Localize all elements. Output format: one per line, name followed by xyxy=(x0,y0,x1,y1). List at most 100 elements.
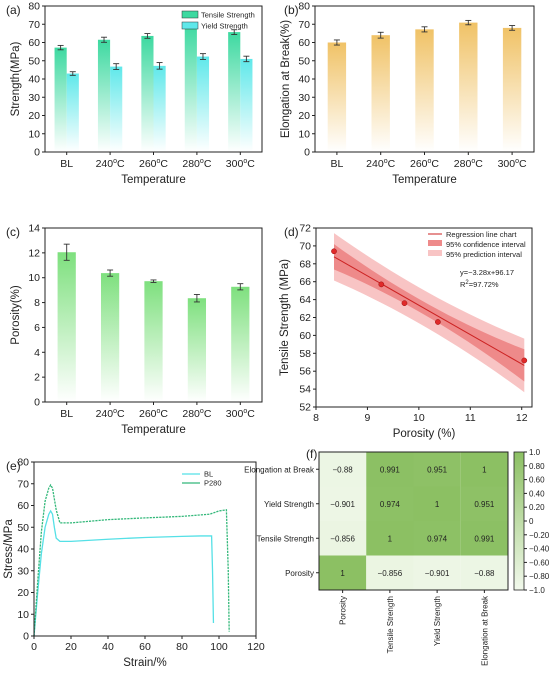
plot-frame xyxy=(33,461,257,637)
x-axis-label: Strain/% xyxy=(123,657,166,669)
y-tick-label: 60 xyxy=(28,37,40,49)
colorbar-tick-label: −0.40 xyxy=(529,545,550,554)
y-tick-label: 8 xyxy=(34,297,40,309)
x-tick-label: 260oC xyxy=(139,158,168,170)
heatmap-cell xyxy=(366,521,414,556)
row-label: Porosity xyxy=(285,569,314,578)
legend-swatch xyxy=(428,250,442,256)
bar xyxy=(100,273,120,402)
col-label: Yield Strength xyxy=(433,596,442,646)
heatmap-cell xyxy=(413,521,461,556)
heatmap-cell xyxy=(413,452,461,487)
x-tick-label: 260oC xyxy=(410,158,439,170)
heatmap-cell xyxy=(319,555,367,590)
panel-1: 0 10 20 30 40 50 60 70 80 BL 240oC 260oC 280oC 300oC T… xyxy=(280,1,535,186)
colorbar-tick-label: 0.60 xyxy=(529,476,545,485)
row-label: Yield Strength xyxy=(264,500,314,509)
y-tick-label: 50 xyxy=(298,55,310,67)
x-tick-label: 40 xyxy=(102,641,114,653)
x-axis-label: Temperature xyxy=(121,424,186,436)
y-tick-label: 40 xyxy=(17,544,29,556)
data-point xyxy=(378,281,385,288)
x-tick-label: BL xyxy=(60,408,73,420)
x-tick-label: 20 xyxy=(65,641,77,653)
col-label: Elongation at Break xyxy=(480,595,489,666)
regression-line xyxy=(333,256,525,366)
cell-value: 1 xyxy=(388,534,393,543)
y-tick-label: 54 xyxy=(299,384,311,396)
y-tick-label: 58 xyxy=(299,348,311,360)
bar xyxy=(97,39,111,153)
cell-value: −0.856 xyxy=(378,569,403,578)
y-tick-label: 80 xyxy=(17,457,29,469)
cell-value: 1 xyxy=(482,465,487,474)
cell-value: −0.856 xyxy=(330,534,355,543)
panel-stress-strain: 0 10 20 30 40 50 60 70 80 0 20 40 60 80 100 120 Strain/%… xyxy=(3,457,265,670)
heatmap-cell xyxy=(319,486,367,521)
panel-2: 0 2 4 6 8 10 12 14 BL 240oC 260oC 280oC 300oC Tempera… xyxy=(6,223,263,436)
cell-value: 0.951 xyxy=(474,500,495,509)
x-tick-label: 240oC xyxy=(96,158,125,170)
colorbar-tick-label: 0 xyxy=(529,517,534,526)
y-tick-label: 10 xyxy=(28,272,40,284)
y-tick-label: 0 xyxy=(304,147,310,159)
y-tick-label: 60 xyxy=(298,37,310,49)
cell-value: 0.974 xyxy=(427,534,448,543)
fit-equation: y=−3.28x+96.17 xyxy=(460,268,514,277)
row-label: Tensile Strength xyxy=(257,534,314,543)
panel-label: (a) xyxy=(6,3,21,17)
y-tick-label: 80 xyxy=(28,1,40,13)
y-tick-label: 40 xyxy=(298,74,310,86)
y-tick-label: 10 xyxy=(28,128,40,140)
y-tick-label: 66 xyxy=(299,276,311,288)
r2-prefix: R xyxy=(460,280,466,289)
y-tick-label: 70 xyxy=(28,19,40,31)
heatmap-cell xyxy=(413,555,461,590)
x-axis-label: Porosity (%) xyxy=(393,428,456,440)
x-tick-label: 12 xyxy=(516,412,528,424)
legend-label: Regression line chart xyxy=(446,230,517,239)
cell-value: −0.901 xyxy=(425,569,450,578)
y-tick-label: 6 xyxy=(34,322,40,334)
y-tick-label: 30 xyxy=(298,92,310,104)
cell-value: −0.88 xyxy=(474,569,495,578)
heatmap-cell xyxy=(319,521,367,556)
heatmap-cell xyxy=(366,452,414,487)
data-point xyxy=(401,300,408,307)
y-tick-label: 50 xyxy=(17,522,29,534)
bar xyxy=(459,22,478,153)
x-tick-label: 10 xyxy=(413,412,425,424)
cell-value: −0.88 xyxy=(333,465,354,474)
y-tick-label: 68 xyxy=(299,258,311,270)
x-tick-label: 280oC xyxy=(454,158,483,170)
y-tick-label: 64 xyxy=(299,294,311,306)
col-label: Tensile Strength xyxy=(386,596,395,653)
r2-suffix: =97.72% xyxy=(469,280,499,289)
bar xyxy=(110,66,123,152)
x-tick-label: 280oC xyxy=(182,408,211,420)
heatmap-cell xyxy=(460,555,508,590)
y-axis-label: Strength(MPa) xyxy=(10,41,22,116)
y-tick-label: 60 xyxy=(299,330,311,342)
heatmap-cell xyxy=(366,555,414,590)
bar xyxy=(196,56,210,152)
x-axis-label: Temperature xyxy=(392,174,457,186)
y-tick-label: 10 xyxy=(17,609,29,621)
y-axis-label: Elongation at Break(%) xyxy=(280,20,292,138)
y-tick-label: 0 xyxy=(34,147,40,159)
panel-regression: 52 54 56 58 60 62 64 66 68 70 72 8 9 10 11 12 Porosity (… xyxy=(279,223,533,440)
colorbar xyxy=(513,451,525,591)
legend-swatch xyxy=(181,10,199,19)
panel-label: (b) xyxy=(284,3,299,17)
x-tick-label: 240oC xyxy=(96,408,125,420)
bar xyxy=(228,32,241,152)
y-tick-label: 12 xyxy=(28,247,40,259)
heatmap-cell xyxy=(460,521,508,556)
colorbar-tick-label: −0.60 xyxy=(529,558,550,567)
y-tick-label: 20 xyxy=(298,110,310,122)
x-tick-label: 300oC xyxy=(226,158,255,170)
panel-label: (e) xyxy=(6,459,21,473)
bar xyxy=(141,35,154,152)
cell-value: 0.951 xyxy=(427,465,448,474)
